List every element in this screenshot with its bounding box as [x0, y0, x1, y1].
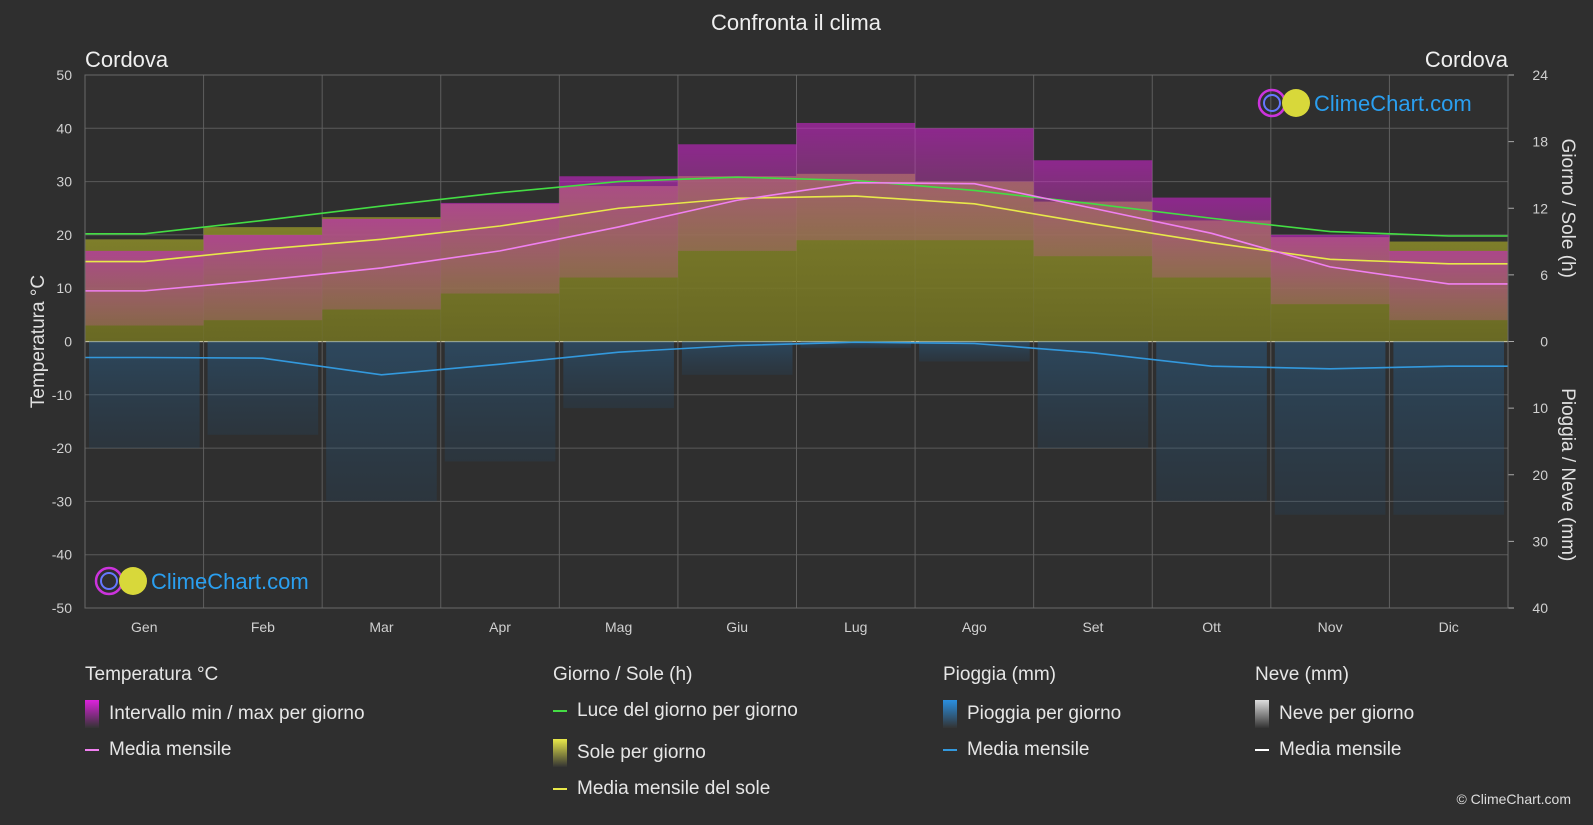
- right-tick-label: 24: [1532, 67, 1548, 83]
- month-label: Set: [1082, 619, 1103, 635]
- right-tick-label: 10: [1532, 400, 1548, 416]
- climechart-logo-top: ClimeChart.com: [1257, 88, 1472, 118]
- right-tick-label: 0: [1540, 334, 1548, 350]
- temp-range-bar: [203, 234, 323, 321]
- left-tick-label: 50: [56, 67, 72, 83]
- logo-ring: [100, 572, 118, 590]
- location-left: Cordova: [85, 47, 169, 72]
- sun-mean-line: [85, 195, 1508, 265]
- logo-text: ClimeChart.com: [151, 569, 309, 594]
- left-axis-title: Temperatura °C: [28, 275, 49, 408]
- rain-per-day-bar: [1156, 341, 1267, 502]
- location-right: Cordova: [1425, 47, 1509, 72]
- right-tick-label: 20: [1532, 467, 1548, 483]
- month-label: Gen: [131, 619, 157, 635]
- left-tick-label: -20: [52, 440, 72, 456]
- left-tick-label: -40: [52, 547, 72, 563]
- month-label: Nov: [1318, 619, 1343, 635]
- month-label: Ott: [1202, 619, 1221, 635]
- chart-title: Confronta il clima: [711, 10, 882, 35]
- right-axis-title-hours: Giorno / Sole (h): [1557, 139, 1578, 278]
- month-label: Lug: [844, 619, 867, 635]
- rain-per-day-bar: [1274, 341, 1386, 515]
- rain-mean-line: [85, 341, 1508, 376]
- right-tick-label: 6: [1540, 267, 1548, 283]
- month-label: Dic: [1439, 619, 1459, 635]
- logo-sun: [1282, 89, 1310, 117]
- month-label: Mag: [605, 619, 632, 635]
- rain-per-day-bar: [800, 341, 912, 349]
- left-tick-label: 0: [64, 334, 72, 350]
- temp-range-bar: [1270, 234, 1390, 305]
- temp-range-bar: [796, 122, 916, 241]
- temp-mean-line: [85, 181, 1508, 292]
- month-label: Apr: [489, 619, 511, 635]
- right-axis-title-precip: Pioggia / Neve (mm): [1557, 388, 1578, 561]
- daylight-line: [85, 176, 1508, 237]
- month-label: Mar: [369, 619, 393, 635]
- rain-per-day-bar: [89, 341, 200, 449]
- rain-per-day-bar: [444, 341, 556, 462]
- left-tick-label: 40: [56, 120, 72, 136]
- rain-per-day-bar: [1393, 341, 1504, 515]
- right-tick-label: 12: [1532, 200, 1548, 216]
- plot-border: [84, 74, 1509, 609]
- rain-per-day-bar: [207, 341, 319, 435]
- month-label: Feb: [251, 619, 275, 635]
- right-tick-label: 40: [1532, 600, 1548, 616]
- temp-range-bar: [1152, 197, 1271, 278]
- temp-range-bar: [1389, 250, 1508, 321]
- left-tick-label: 10: [56, 280, 72, 296]
- right-tick-label: 18: [1532, 134, 1548, 150]
- month-label: Giu: [726, 619, 748, 635]
- logo-ring: [94, 566, 124, 596]
- left-tick-label: -10: [52, 387, 72, 403]
- logo-text: ClimeChart.com: [1314, 91, 1472, 116]
- rain-per-day-bar: [919, 341, 1030, 362]
- temp-range-bar: [322, 218, 441, 310]
- logo-ring: [1263, 94, 1281, 112]
- left-tick-label: -50: [52, 600, 72, 616]
- left-tick-label: -30: [52, 493, 72, 509]
- left-tick-label: 30: [56, 174, 72, 190]
- month-label: Ago: [962, 619, 987, 635]
- rain-per-day-bar: [1037, 341, 1149, 449]
- rain-per-day-bar: [681, 341, 793, 375]
- logo-sun: [119, 567, 147, 595]
- rain-per-day-bar: [326, 341, 437, 502]
- temp-range-bar: [440, 202, 560, 294]
- right-tick-label: 30: [1532, 533, 1548, 549]
- left-tick-label: 20: [56, 227, 72, 243]
- logo-ring: [1257, 88, 1287, 118]
- climechart-logo-bottom: ClimeChart.com: [94, 566, 309, 596]
- temp-range-bar: [85, 250, 204, 326]
- copyright-text: © ClimeChart.com: [1456, 791, 1571, 807]
